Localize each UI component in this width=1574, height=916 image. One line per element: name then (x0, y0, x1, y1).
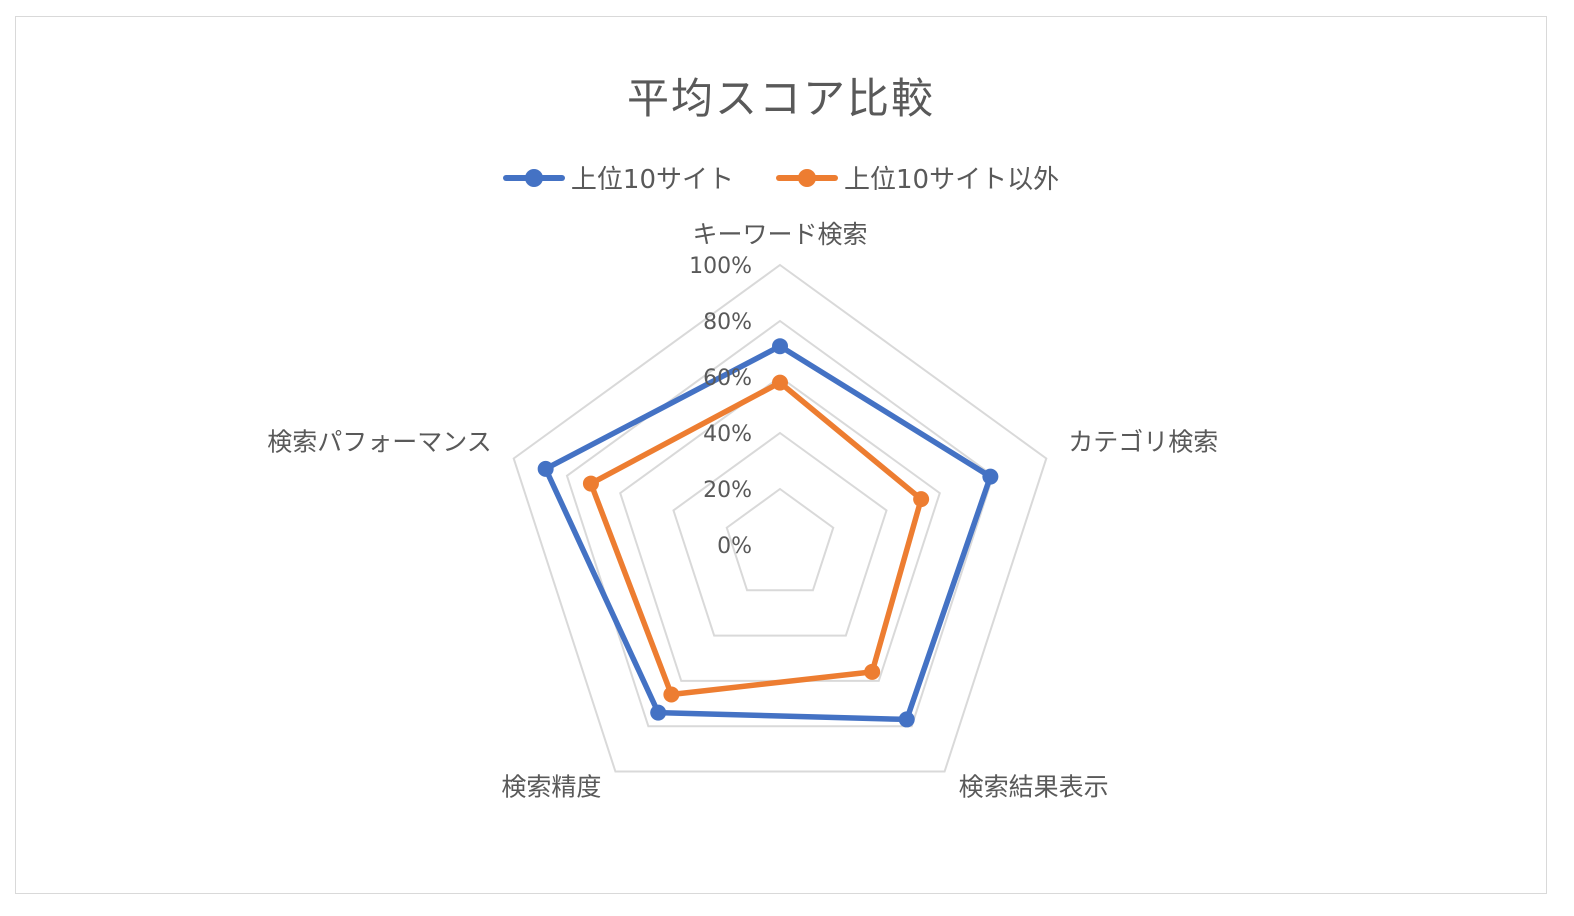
legend-label-series-1: 上位10サイト (570, 165, 734, 195)
series-2-point-1 (913, 491, 930, 508)
legend-item-series-1: 上位10サイト (502, 159, 734, 196)
legend-swatch-series-1 (502, 168, 565, 187)
grid-ring-4 (565, 319, 995, 728)
chart-title: 平均スコア比較 (626, 74, 935, 123)
tick-label-5: 100% (689, 254, 752, 279)
series-1-point-1 (982, 468, 999, 485)
axis-label-4: 検索パフォーマンス (267, 427, 492, 456)
series-1-point-4 (537, 460, 554, 477)
series-1-point-0 (772, 338, 788, 355)
legend: 上位10サイト 上位10サイト以外 (16, 159, 1546, 196)
tick-label-4: 80% (703, 310, 752, 335)
tick-label-1: 20% (703, 478, 752, 503)
legend-label-series-2: 上位10サイト以外 (844, 165, 1060, 195)
series-2-point-4 (582, 475, 599, 492)
legend-item-series-2: 上位10サイト以外 (776, 159, 1059, 196)
series-2-point-0 (772, 374, 788, 391)
grid-ring-1 (725, 487, 835, 592)
tick-label-2: 40% (703, 422, 752, 447)
series-1-point-3 (650, 704, 667, 721)
axis-label-0: キーワード検索 (692, 220, 867, 249)
series-1-point-2 (898, 711, 915, 728)
legend-swatch-series-2 (776, 168, 838, 187)
series-2-point-2 (864, 663, 881, 680)
grid-ring-2 (672, 431, 888, 637)
grid-ring-5 (512, 263, 1048, 773)
series-line-2 (588, 379, 924, 698)
tick-label-0: 0% (717, 534, 752, 559)
axis-label-1: カテゴリ検索 (1068, 427, 1218, 456)
tick-label-3: 60% (703, 366, 752, 391)
series-2-point-3 (663, 686, 680, 703)
series-line-1 (542, 343, 994, 723)
axis-label-2: 検索結果表示 (959, 773, 1109, 802)
chart-area: 平均スコア比較 上位10サイト 上位10サイト以外 (15, 16, 1547, 894)
axis-label-3: 検索精度 (501, 773, 601, 802)
